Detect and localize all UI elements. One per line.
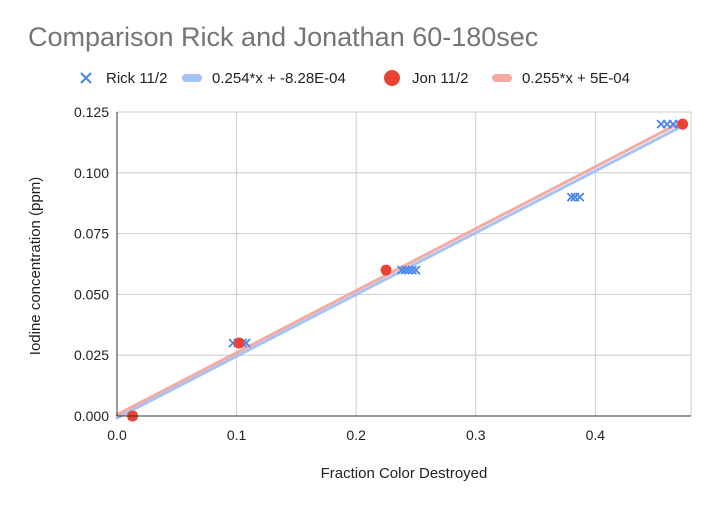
tick-labels: 0.000 0.025 0.050 0.075 0.100 0.125 0.0 0.1 0.2 0…	[74, 104, 605, 443]
data-point-x	[407, 265, 418, 275]
legend-marker-line-icon	[180, 64, 204, 92]
y-tick-label: 0.125	[74, 104, 109, 120]
chart-title: Comparison Rick and Jonathan 60-180sec	[28, 22, 539, 52]
data-point-circle	[380, 264, 392, 276]
x-tick-label: 0.2	[346, 427, 366, 443]
legend-item-rick[interactable]: Rick 11/2	[74, 64, 167, 92]
x-tick-label: 0.1	[227, 427, 247, 443]
legend-label: Jon 11/2	[412, 69, 469, 87]
legend-label: 0.255*x + 5E-04	[522, 69, 630, 87]
y-tick-label: 0.025	[74, 347, 109, 363]
x-tick-label: 0.0	[107, 427, 127, 443]
legend: Rick 11/2 0.254*x + -8.28E-04 Jon 11/2 0…	[60, 64, 710, 92]
data-points	[127, 118, 689, 422]
axes	[116, 112, 691, 417]
gridlines	[117, 111, 692, 416]
legend-label: Rick 11/2	[106, 69, 168, 87]
legend-item-rick-trendline[interactable]: 0.254*x + -8.28E-04	[180, 64, 346, 92]
data-point-x	[400, 265, 410, 275]
legend-marker-x-icon	[74, 64, 98, 92]
x-tick-label: 0.4	[586, 427, 606, 443]
data-point-x	[396, 265, 407, 275]
trendline	[115, 118, 687, 417]
data-point-x	[575, 192, 585, 202]
data-point-circle	[677, 118, 689, 130]
legend-label: 0.254*x + -8.28E-04	[212, 69, 346, 87]
legend-marker-line-icon	[490, 64, 514, 92]
y-tick-label: 0.075	[74, 226, 109, 242]
y-tick-label: 0.000	[74, 408, 109, 424]
x-axis-label: Fraction Color Destroyed	[321, 465, 488, 482]
legend-item-jon[interactable]: Jon 11/2	[380, 64, 468, 92]
data-point-x	[411, 265, 421, 275]
data-point-circle	[233, 337, 245, 349]
legend-marker-circle-icon	[380, 64, 404, 92]
data-point-x	[566, 192, 577, 202]
x-tick-label: 0.3	[466, 427, 486, 443]
y-tick-label: 0.050	[74, 286, 109, 302]
y-axis-label: Iodine concentration (ppm)	[27, 177, 44, 355]
data-point-x	[404, 265, 414, 275]
legend-item-jon-trendline[interactable]: 0.255*x + 5E-04	[490, 64, 630, 92]
y-tick-label: 0.100	[74, 165, 109, 181]
